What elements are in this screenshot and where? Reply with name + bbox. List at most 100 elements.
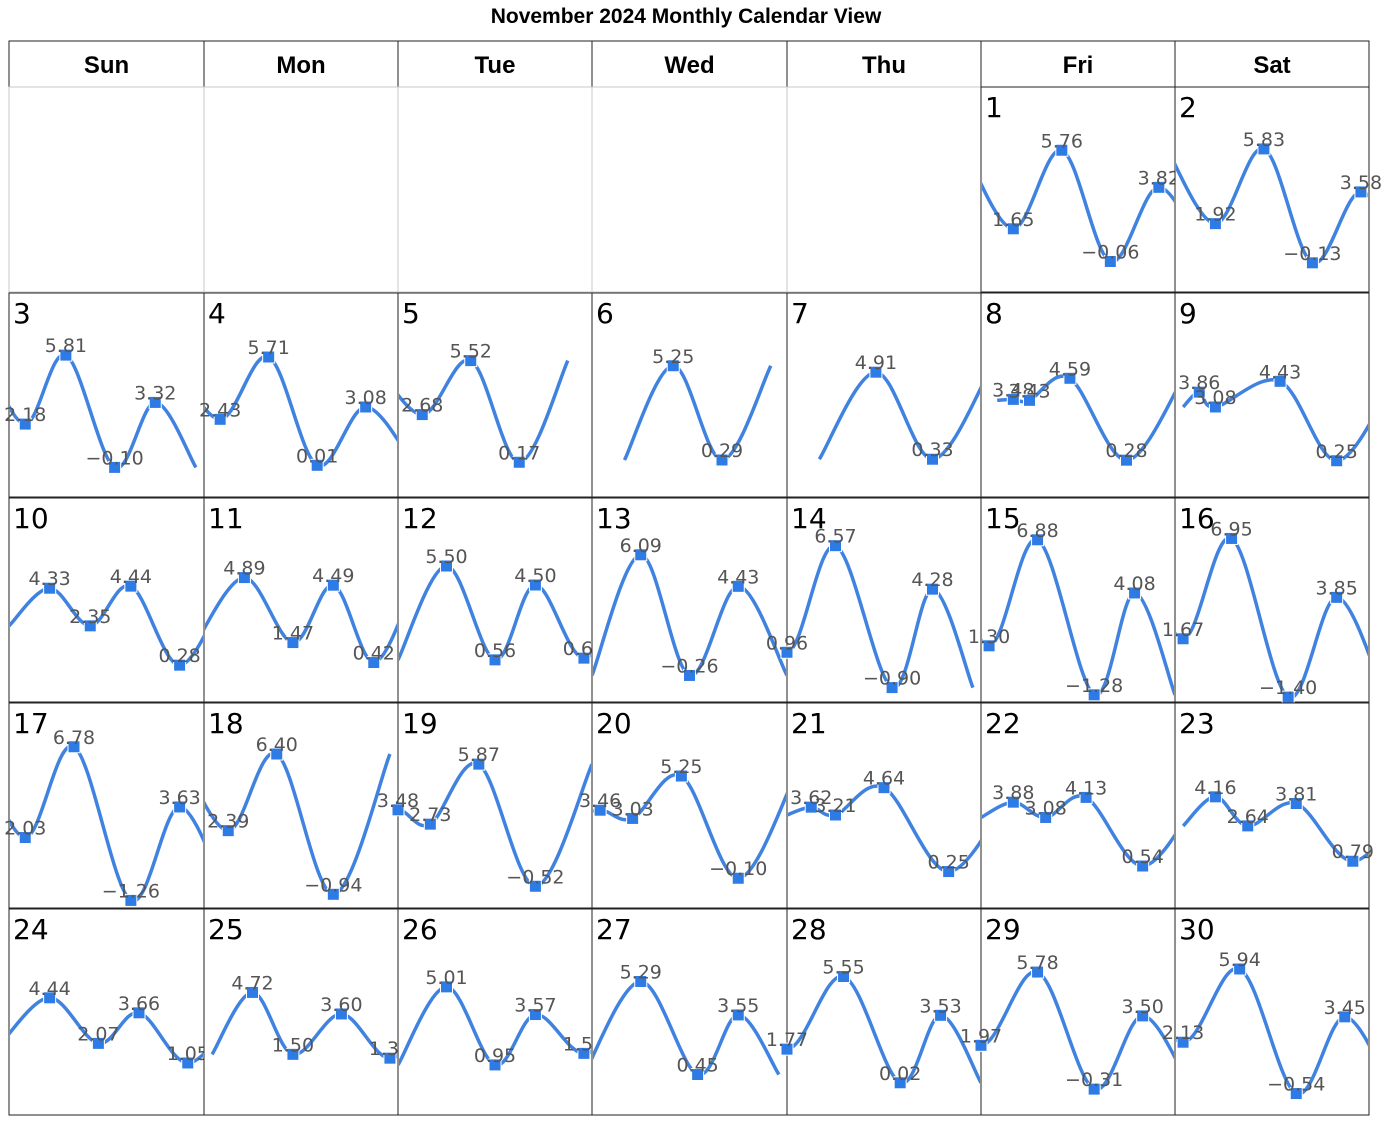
data-label: 4.64 [863,768,905,790]
data-point [926,582,939,596]
weekday-header-mon: Mon [276,52,325,79]
data-label: 5.78 [1016,952,1058,974]
data-point [359,400,373,414]
data-label: −0.06 [1081,241,1139,263]
data-label: 3.32 [134,382,176,404]
data-label: 0.29 [701,440,743,462]
data-label: 1.67 [1162,619,1204,641]
day-number: 14 [791,502,827,535]
data-point [181,1056,195,1070]
day-number: 23 [1179,707,1215,740]
data-point [1006,392,1020,406]
data-label: 3.86 [1178,372,1220,394]
day-number: 6 [596,297,614,330]
day-number: 26 [402,913,438,946]
data-label: 0.25 [928,852,970,874]
data-label: 0.54 [1122,846,1164,868]
data-point [829,539,842,553]
data-label: 0.02 [879,1063,921,1085]
data-point [1338,1010,1352,1024]
data-label: 3.88 [992,782,1034,804]
day-cell-23: 23 4.16 2.64 3.81 0.79 [1174,702,1374,909]
data-point [1063,371,1077,385]
data-point [488,1058,502,1072]
day-cell-22: 22 3.883.084.13 0.54 [980,702,1176,909]
data-point [1103,254,1117,268]
day-number: 7 [791,297,809,330]
data-label: 3.53 [919,995,961,1017]
data-point [59,348,73,362]
data-label: 3.82 [1138,167,1180,189]
data-point [877,781,891,795]
day-cell-4: 4 2.43 5.71 0.01 3.08 [199,292,399,498]
data-point [43,581,57,595]
data-label: −0.94 [304,874,362,896]
empty-day-cell [8,86,205,293]
data-point [1330,454,1344,468]
empty-day-cell [397,86,593,293]
day-number: 5 [402,297,420,330]
day-cell-19: 19 3.482.73 5.87 −0.52 [377,702,593,909]
data-point [634,548,648,562]
data-point [286,1047,300,1061]
data-point [1136,1009,1150,1023]
data-point [221,824,235,838]
empty-day-cell [786,86,982,293]
data-point [1031,965,1045,979]
day-number: 10 [13,502,49,535]
data-label: −0.10 [86,447,144,469]
data-point [415,408,429,422]
data-label: 1.05 [167,1043,209,1065]
day-number: 16 [1179,502,1215,535]
day-cell-frame [203,908,399,1116]
data-label: −0.10 [709,858,767,880]
data-point [108,460,122,474]
day-number: 8 [985,297,1003,330]
series-line [399,358,570,465]
weekday-header-sat: Sat [1253,52,1290,79]
data-label: 4.43 [1259,361,1301,383]
day-cell-12: 125.500.564.500.65 [397,497,605,703]
data-label: 3.45 [1324,997,1366,1019]
data-label: 2.13 [1162,1022,1204,1044]
weekday-header-tue: Tue [475,52,516,79]
day-cell-frame [203,702,399,909]
data-point [1192,385,1206,399]
data-label: 2.73 [409,804,451,826]
day-cell-10: 10 4.33 2.35 4.44 0.28 [8,497,205,703]
data-label: −0.26 [660,655,718,677]
data-label: 0.28 [158,645,200,667]
data-point [43,991,57,1005]
data-label: 3.57 [514,995,556,1017]
data-label: 4.43 [717,566,759,588]
day-number: 11 [208,502,244,535]
series-line [817,370,980,461]
data-point [829,808,842,822]
data-label: 3.21 [814,795,856,817]
data-label: 0.17 [498,442,540,464]
data-point [1233,962,1247,976]
data-label: 1.47 [272,623,314,645]
data-point [213,412,227,426]
data-label: 5.83 [1243,129,1285,151]
data-label: 3.08 [1025,797,1067,819]
data-point [974,1038,988,1052]
data-point [1055,143,1069,157]
day-cell-29: 29 1.97 5.78 −0.31 3.50 [960,908,1176,1116]
data-label: 5.87 [458,744,500,766]
data-label: 5.55 [822,956,864,978]
data-point [423,817,437,831]
data-point [780,1042,794,1056]
data-label: 6.09 [620,535,662,557]
data-point [262,350,276,364]
data-point [893,1076,907,1090]
data-point [1120,453,1133,467]
day-cell-frame [786,497,982,703]
day-number: 15 [985,502,1021,535]
data-point [1152,180,1166,194]
data-label: 4.89 [223,558,265,580]
data-point [683,668,696,682]
data-label: 5.01 [425,967,467,989]
weekday-header-cell [786,40,982,88]
data-point [666,359,680,373]
